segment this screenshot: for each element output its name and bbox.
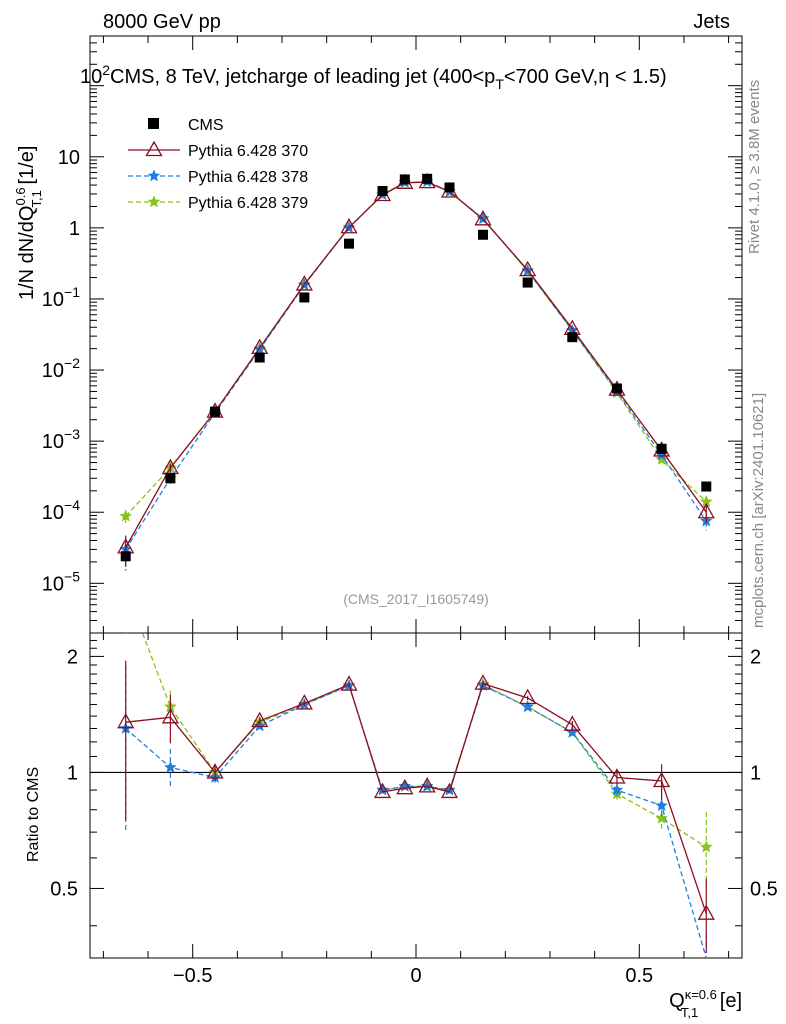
ratio-marker-0 [251, 711, 269, 728]
ratio-marker-0 [440, 782, 459, 799]
main-series-layer [117, 172, 715, 571]
cms-data-point [444, 182, 455, 193]
series-line-2 [125, 181, 707, 517]
ratio-tick-label-right: 2 [750, 646, 761, 668]
ratio-marker-0 [373, 782, 392, 799]
legend-marker-0 [145, 140, 163, 157]
ratio-marker-0 [117, 712, 135, 729]
ratio-marker-2 [699, 840, 713, 853]
series-marker-2 [655, 452, 668, 465]
ratio-marker-0 [396, 778, 414, 795]
x-tick-label: 0.5 [625, 965, 653, 987]
ratio-tick-label-right: 0.5 [750, 878, 778, 900]
ratio-tick-label: 1 [67, 762, 78, 784]
ratio-ticks: −0.5 0 0.5 0.5 0.5 1 1 2 2 [50, 633, 778, 987]
series-marker-0 [295, 275, 313, 291]
ratio-series-layer [117, 633, 715, 958]
y-tick-label: 10−4 [42, 497, 80, 524]
ratio-marker-1 [376, 783, 389, 796]
mcplots-label: mcplots.cern.ch [arXiv:2401.10621] [750, 393, 767, 628]
legend: CMS Pythia 6.428 370 Pythia 6.428 378 Pythi… [128, 117, 308, 212]
ratio-marker-1 [521, 700, 535, 713]
ratio-marker-2 [655, 811, 668, 824]
ratio-marker-0 [653, 771, 671, 788]
ratio-tick-label: 2 [67, 646, 78, 668]
x-tick-label: −0.5 [173, 965, 212, 987]
ratio-axis-title: Ratio to CMS [25, 767, 42, 862]
series-line-1 [125, 181, 707, 550]
ratio-marker-0 [697, 904, 715, 920]
cms-data-point [165, 473, 176, 484]
rivet-label: Rivet 4.1.0, ≥ 3.8M events [746, 80, 763, 254]
cms-data-point [254, 352, 265, 363]
series-marker-1 [476, 212, 490, 225]
ratio-marker-1 [655, 798, 668, 812]
cms-data-point [120, 551, 131, 562]
legend-label-0: Pythia 6.428 370 [188, 143, 308, 160]
ratio-marker-0 [206, 763, 224, 779]
cms-data-point [522, 277, 533, 288]
ratio-line-2 [141, 633, 707, 848]
y-tick-label: 10 [58, 147, 80, 169]
ratio-marker-0 [295, 694, 313, 710]
main-ticks: 10−5 10−4 10−3 10−2 10−1 1 10 [42, 35, 742, 634]
cms-data-point [422, 173, 433, 184]
analysis-watermark: (CMS_2017_I1605749) [343, 591, 489, 607]
y-tick-label: 10−2 [42, 355, 80, 382]
jets-label: Jets [693, 11, 730, 33]
cms-data-point [477, 229, 488, 240]
y-axis-title: 1/N dN/dQ0.6T,1 [1/e] [13, 146, 44, 300]
ratio-marker-1 [398, 779, 412, 792]
ratio-marker-0 [161, 707, 179, 724]
cms-data-point [299, 292, 310, 303]
y-tick-label: 10−5 [42, 568, 80, 595]
series-line-0 [125, 181, 707, 548]
ratio-marker-0 [418, 777, 436, 793]
cms-data-point [656, 443, 667, 454]
energy-label: 8000 GeV pp [103, 11, 221, 33]
cms-data-point [611, 383, 622, 394]
y-tick-label: 10−1 [42, 284, 80, 311]
series-marker-0 [697, 502, 715, 519]
ratio-tick-label: 0.5 [50, 878, 78, 900]
ratio-marker-1 [164, 760, 177, 773]
cms-data-point [344, 238, 355, 249]
series-marker-0 [474, 209, 492, 226]
cms-data-point [399, 174, 410, 185]
legend-label-cms: CMS [188, 117, 224, 134]
legend-marker-cms [148, 118, 159, 129]
cms-data-point [210, 406, 221, 417]
legend-marker-1 [147, 169, 161, 182]
cms-data-point [701, 481, 712, 492]
y-tick-label: 10−3 [42, 426, 80, 453]
chart-title: 102CMS, 8 TeV, jetcharge of leading jet … [80, 62, 667, 92]
ratio-marker-1 [610, 783, 624, 796]
ratio-tick-label-right: 1 [750, 762, 761, 784]
ratio-marker-0 [519, 688, 537, 705]
x-tick-label: 0 [410, 965, 421, 987]
ratio-plot-frame [89, 632, 743, 959]
ratio-marker-0 [563, 715, 581, 731]
series-marker-2 [119, 509, 133, 522]
ratio-line-1 [125, 684, 707, 958]
legend-marker-2 [147, 195, 161, 208]
ratio-marker-0 [474, 674, 492, 690]
cms-data-point [377, 186, 388, 197]
ratio-marker-0 [608, 768, 626, 784]
legend-label-2: Pythia 6.428 379 [188, 195, 308, 212]
cms-data-point [567, 332, 578, 343]
series-marker-0 [340, 217, 358, 234]
ratio-marker-0 [340, 675, 358, 691]
x-axis-title: Qκ=0.6 T,1 [e] [669, 987, 742, 1020]
ratio-marker-1 [253, 719, 267, 732]
series-marker-0 [519, 260, 537, 277]
y-tick-label: 1 [69, 218, 80, 240]
legend-label-1: Pythia 6.428 378 [188, 169, 308, 186]
ratio-marker-1 [443, 783, 456, 796]
ratio-line-0 [125, 682, 707, 914]
